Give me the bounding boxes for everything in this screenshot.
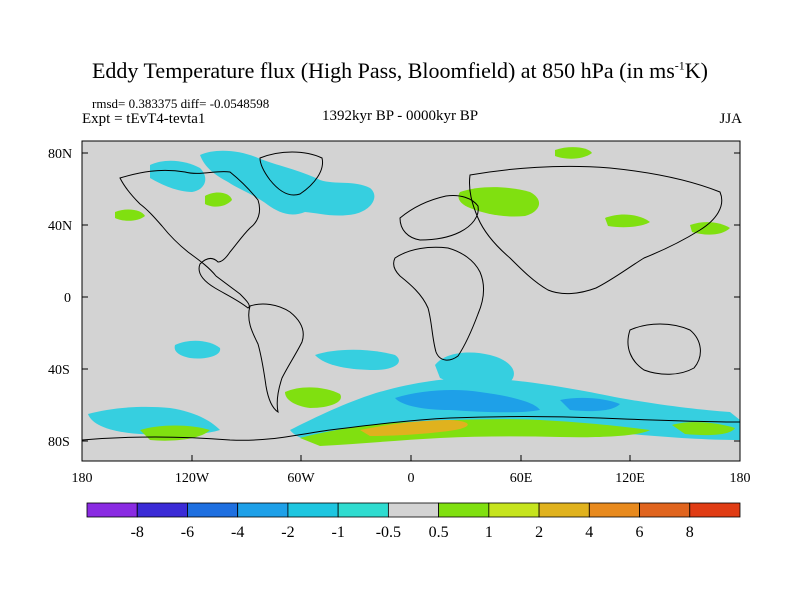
anomaly-south-pacific [174, 340, 221, 359]
plot-title: Eddy Temperature flux (High Pass, Bloomf… [0, 58, 800, 84]
colorbar-swatch [689, 502, 741, 518]
colorbar-label: 1 [485, 524, 493, 541]
lon-tick-180e: 180 [730, 471, 751, 486]
coast-antarctica [82, 416, 740, 441]
colorbar-swatch [187, 502, 239, 518]
anomaly-positive-north-pacific [690, 222, 730, 235]
lon-tick-180w: 180 [72, 471, 93, 486]
colorbar-label: -4 [231, 524, 244, 541]
lon-tick-60e: 60E [510, 471, 533, 486]
anomaly-positive-pacific [605, 214, 650, 228]
lon-tick-60w: 60W [287, 471, 315, 486]
anomaly-north-atlantic [200, 150, 375, 216]
lon-tick-120w: 120W [175, 471, 210, 486]
colorbar-swatch [438, 502, 490, 518]
colorbar-swatch [287, 502, 339, 518]
title-main: Eddy Temperature flux (High Pass, Bloomf… [91, 58, 675, 83]
colorbar-swatch [86, 502, 138, 518]
period-label: 1392kyr BP - 0000kyr BP [322, 108, 479, 124]
colorbar-swatch [387, 502, 440, 518]
title-end: K) [684, 58, 708, 83]
lon-tick-120e: 120E [615, 471, 645, 486]
coast-europe [399, 195, 479, 241]
lat-tick-40s: 40S [48, 363, 70, 378]
coast-south-america [248, 303, 304, 414]
anomaly-positive-arctic [555, 147, 592, 159]
anomaly-strong-negative [395, 390, 540, 413]
anomaly-south-africa [435, 352, 514, 386]
colorbar-swatch [237, 502, 289, 518]
anomaly-positive-greenland-west [205, 192, 232, 207]
anomaly-positive-patagonia [285, 387, 341, 408]
coast-north-america [119, 169, 261, 309]
coast-africa [393, 246, 485, 361]
colorbar-label: 2 [535, 524, 543, 541]
title-superscript: -1 [674, 58, 685, 73]
season-label: JJA [719, 111, 742, 127]
colorbar-label: 8 [686, 524, 694, 541]
colorbar-label: -6 [181, 524, 194, 541]
colorbar: -8 -6 -4 -2 -1 -0.5 0.5 1 2 4 6 8 [86, 502, 741, 541]
lat-tick-80s: 80S [48, 435, 70, 450]
lat-tick-40n: 40N [48, 219, 72, 234]
lon-axis [81, 455, 741, 461]
coast-asia [469, 165, 723, 295]
colorbar-label: -1 [331, 524, 344, 541]
colorbar-swatch [488, 502, 540, 518]
coast-australia [627, 323, 701, 375]
colorbar-swatch [337, 502, 389, 518]
anomaly-field [88, 147, 740, 446]
anomaly-hudson [150, 160, 206, 192]
colorbar-label: -2 [281, 524, 294, 541]
anomaly-south-pacific-2 [315, 349, 399, 370]
colorbar-label: 4 [585, 524, 593, 541]
anomaly-positive-alaska [115, 209, 145, 221]
colorbar-swatch [588, 502, 640, 518]
colorbar-swatch [136, 502, 188, 518]
colorbar-label: -0.5 [376, 524, 401, 541]
colorbar-label: -8 [131, 524, 144, 541]
colorbar-label: 6 [636, 524, 644, 541]
lat-tick-80n: 80N [48, 147, 72, 162]
lat-tick-0: 0 [64, 291, 71, 306]
anomaly-strong-positive [360, 420, 468, 436]
stats-line: rmsd= 0.383375 diff= -0.0548598 [92, 96, 270, 111]
colorbar-label: 0.5 [429, 524, 449, 541]
experiment-label: Expt = tEvT4-tevta1 [82, 111, 206, 127]
coast-greenland [259, 151, 324, 196]
lat-axis [82, 152, 740, 442]
anomaly-strong-negative-2 [560, 397, 620, 412]
coastlines [82, 151, 740, 441]
colorbar-swatch [538, 502, 590, 518]
anomaly-positive-east-antarctic [672, 422, 735, 436]
lon-tick-0: 0 [408, 471, 415, 486]
colorbar-swatch [639, 502, 691, 518]
